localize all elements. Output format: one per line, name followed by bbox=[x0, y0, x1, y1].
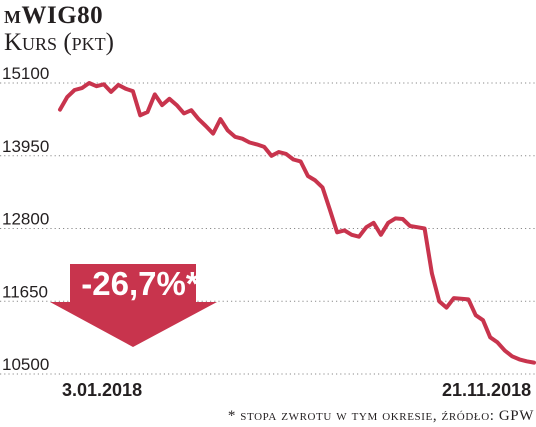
y-tick-label: 15100 bbox=[2, 64, 49, 83]
series-line bbox=[58, 81, 536, 365]
y-tick-label: 10500 bbox=[2, 355, 49, 374]
footnote: * stopa zwrotu w tym okresie, źródło: GP… bbox=[227, 408, 534, 424]
y-tick-label: 12800 bbox=[2, 210, 49, 229]
x-label-start: 3.01.2018 bbox=[62, 380, 143, 400]
y-axis-ticks: 15100 13950 12800 11650 10500 bbox=[2, 64, 49, 374]
grid bbox=[0, 82, 536, 375]
chart-subtitle: Kurs (pkt) bbox=[4, 29, 114, 56]
y-tick-label: 13950 bbox=[2, 137, 49, 156]
return-arrow: -26,7%* bbox=[50, 264, 217, 347]
y-tick-label: 11650 bbox=[2, 282, 48, 301]
down-arrow-icon bbox=[50, 264, 217, 347]
return-annotation: -26,7%* bbox=[81, 265, 199, 302]
chart-title: mWIG80 bbox=[4, 2, 104, 29]
x-label-end: 21.11.2018 bbox=[442, 380, 532, 400]
